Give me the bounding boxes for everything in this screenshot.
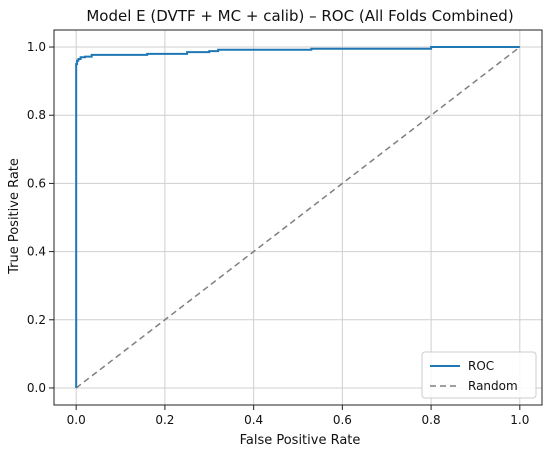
- x-tick-label: 1.0: [510, 413, 529, 427]
- legend: ROC Random: [421, 351, 537, 399]
- legend-label-roc: ROC: [468, 359, 494, 373]
- y-tick-label: 0.8: [27, 108, 46, 122]
- y-tick-label: 1.0: [27, 40, 46, 54]
- y-tick-label: 0.2: [27, 313, 46, 327]
- legend-label-random: Random: [468, 379, 518, 393]
- random-series-line: [75, 46, 521, 389]
- y-tick-label: 0.6: [27, 176, 46, 190]
- plot-area-frame: [53, 29, 543, 406]
- x-tick-label: 0.8: [422, 413, 441, 427]
- series: [75, 46, 521, 389]
- y-tick-label: 0.4: [27, 245, 46, 259]
- x-tick-label: 0.6: [333, 413, 352, 427]
- x-tick-label: 0.4: [244, 413, 263, 427]
- y-axis-label: True Positive Rate: [7, 158, 22, 275]
- ticks: 0.0 0.2 0.4 0.6 0.8 1.0 0.0 0.2 0.4 0.6 0.8 1.0: [27, 40, 529, 427]
- chart-title: Model E (DVTF + MC + calib) – ROC (All F…: [86, 7, 513, 25]
- y-tick-label: 0.0: [27, 381, 46, 395]
- x-tick-label: 0.0: [67, 413, 86, 427]
- grid: [54, 30, 542, 405]
- roc-series-line: [75, 46, 520, 388]
- x-tick-label: 0.2: [155, 413, 174, 427]
- x-axis-label: False Positive Rate: [240, 433, 361, 448]
